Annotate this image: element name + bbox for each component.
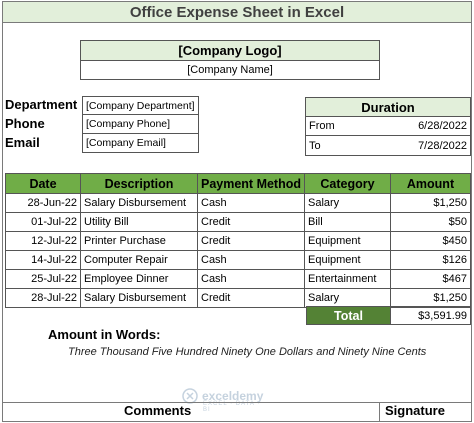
comments-label: Comments	[124, 403, 192, 418]
category-cell[interactable]: Salary	[304, 193, 391, 213]
table-row: 28-Jul-22 Salary Disbursement Credit Sal…	[5, 288, 471, 308]
table-row: 28-Jun-22 Salary Disbursement Cash Salar…	[5, 193, 471, 213]
category-cell[interactable]: Bill	[304, 212, 391, 232]
info-row-department: Department [Company Department]	[5, 96, 199, 115]
to-label: To	[309, 139, 321, 152]
description-cell[interactable]: Utility Bill	[80, 212, 198, 232]
total-label: Total	[306, 306, 391, 325]
duration-to-row: To 7/28/2022	[306, 136, 470, 155]
amount-cell[interactable]: $467	[390, 269, 471, 289]
payment-method-cell[interactable]: Cash	[197, 193, 305, 213]
description-cell[interactable]: Salary Disbursement	[80, 193, 198, 213]
total-row: Total $3,591.99	[306, 306, 471, 325]
description-cell[interactable]: Printer Purchase	[80, 231, 198, 251]
date-cell[interactable]: 14-Jul-22	[5, 250, 81, 270]
date-cell[interactable]: 01-Jul-22	[5, 212, 81, 232]
department-label: Department	[5, 97, 78, 112]
payment-method-cell[interactable]: Cash	[197, 269, 305, 289]
email-cell[interactable]: [Company Email]	[82, 134, 199, 153]
header-description: Description	[80, 173, 198, 194]
table-row: 12-Jul-22 Printer Purchase Credit Equipm…	[5, 231, 471, 251]
date-cell[interactable]: 28-Jun-22	[5, 193, 81, 213]
date-cell[interactable]: 28-Jul-22	[5, 288, 81, 308]
info-row-phone: Phone [Company Phone]	[5, 115, 199, 134]
signature-label: Signature	[385, 403, 445, 418]
amount-cell[interactable]: $1,250	[390, 288, 471, 308]
date-cell[interactable]: 12-Jul-22	[5, 231, 81, 251]
category-cell[interactable]: Salary	[304, 288, 391, 308]
from-date-cell[interactable]: 6/28/2022	[418, 120, 467, 132]
company-logo-cell[interactable]: [Company Logo]	[81, 41, 379, 61]
duration-box: Duration From 6/28/2022 To 7/28/2022	[305, 97, 471, 156]
amount-in-words-text[interactable]: Three Thousand Five Hundred Ninety One D…	[68, 346, 427, 358]
company-box: [Company Logo] [Company Name]	[80, 40, 380, 80]
payment-method-cell[interactable]: Cash	[197, 250, 305, 270]
description-cell[interactable]: Salary Disbursement	[80, 288, 198, 308]
from-label: From	[309, 120, 335, 132]
expense-table: Date Description Payment Method Category…	[5, 173, 471, 308]
phone-label: Phone	[5, 116, 45, 131]
total-amount-cell[interactable]: $3,591.99	[391, 306, 471, 325]
phone-cell[interactable]: [Company Phone]	[82, 115, 199, 134]
department-cell[interactable]: [Company Department]	[82, 96, 199, 115]
footer-divider	[3, 402, 471, 403]
amount-cell[interactable]: $1,250	[390, 193, 471, 213]
payment-method-cell[interactable]: Credit	[197, 212, 305, 232]
exceldemy-watermark: exceldemy EXCEL · DATA · BI	[182, 388, 264, 413]
payment-method-cell[interactable]: Credit	[197, 288, 305, 308]
duration-from-row: From 6/28/2022	[306, 117, 470, 136]
table-row: 01-Jul-22 Utility Bill Credit Bill $50	[5, 212, 471, 232]
duration-heading: Duration	[306, 98, 470, 117]
signature-divider	[379, 402, 380, 422]
watermark-name: exceldemy	[202, 389, 264, 403]
info-row-email: Email [Company Email]	[5, 134, 199, 153]
date-cell[interactable]: 25-Jul-22	[5, 269, 81, 289]
amount-in-words-label: Amount in Words:	[48, 327, 161, 342]
exceldemy-logo-icon	[182, 388, 198, 404]
to-date-cell[interactable]: 7/28/2022	[418, 139, 467, 152]
amount-cell[interactable]: $50	[390, 212, 471, 232]
category-cell[interactable]: Entertainment	[304, 269, 391, 289]
company-name-cell[interactable]: [Company Name]	[187, 64, 273, 76]
header-amount: Amount	[390, 173, 471, 194]
table-row: 25-Jul-22 Employee Dinner Cash Entertain…	[5, 269, 471, 289]
sheet-title: Office Expense Sheet in Excel	[3, 2, 471, 23]
watermark-tagline: EXCEL · DATA · BI	[203, 401, 261, 413]
email-label: Email	[5, 135, 40, 150]
category-cell[interactable]: Equipment	[304, 231, 391, 251]
header-category: Category	[304, 173, 391, 194]
description-cell[interactable]: Computer Repair	[80, 250, 198, 270]
category-cell[interactable]: Equipment	[304, 250, 391, 270]
amount-cell[interactable]: $450	[390, 231, 471, 251]
table-row: 14-Jul-22 Computer Repair Cash Equipment…	[5, 250, 471, 270]
description-cell[interactable]: Employee Dinner	[80, 269, 198, 289]
company-info: Department [Company Department] Phone [C…	[5, 96, 199, 153]
amount-cell[interactable]: $126	[390, 250, 471, 270]
header-date: Date	[5, 173, 81, 194]
table-header-row: Date Description Payment Method Category…	[5, 173, 471, 194]
header-payment-method: Payment Method	[197, 173, 305, 194]
payment-method-cell[interactable]: Credit	[197, 231, 305, 251]
